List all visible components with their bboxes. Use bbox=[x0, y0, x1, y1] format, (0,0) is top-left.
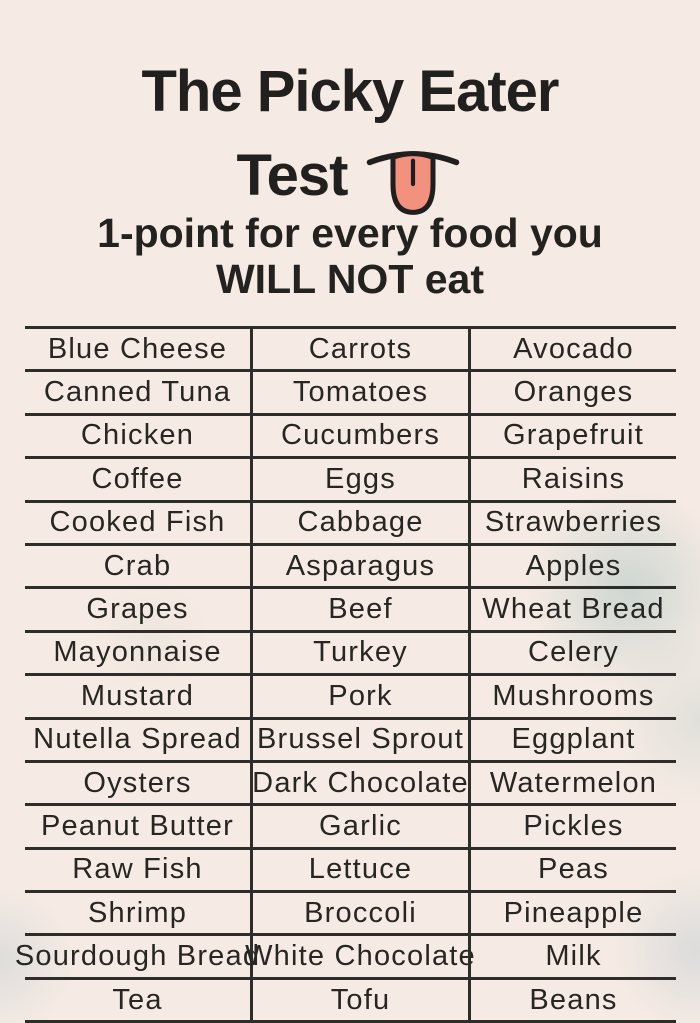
food-cell: Raw Fish bbox=[25, 850, 250, 894]
subtitle-line1: 1-point for every food you bbox=[97, 210, 603, 256]
page-title-line2: Test bbox=[0, 128, 700, 224]
food-cell: Dark Chocolate bbox=[250, 762, 468, 807]
food-cell: Wheat Bread bbox=[468, 589, 676, 633]
food-cell: Coffee bbox=[25, 459, 250, 503]
food-cell: Beef bbox=[250, 589, 468, 633]
food-cell: Crab bbox=[25, 546, 250, 590]
food-cell: Garlic bbox=[250, 806, 468, 850]
food-cell: Strawberries bbox=[468, 502, 676, 546]
food-cell: Nutella Spread bbox=[25, 720, 250, 763]
food-cell: Tofu bbox=[250, 979, 468, 1023]
food-cell: Peanut Butter bbox=[25, 806, 250, 850]
food-cell: Oranges bbox=[468, 372, 676, 416]
page-title-line1: The Picky Eater bbox=[141, 59, 560, 124]
food-cell: Pineapple bbox=[468, 893, 676, 937]
food-cell: Asparagus bbox=[250, 545, 468, 590]
food-cell: Cooked Fish bbox=[25, 503, 250, 546]
food-cell: Chicken bbox=[25, 416, 250, 460]
food-cell: Mushrooms bbox=[468, 676, 676, 720]
food-cell: Lettuce bbox=[250, 849, 468, 894]
food-cell: Milk bbox=[468, 936, 676, 980]
food-cell: Eggplant bbox=[468, 719, 676, 763]
food-cell: Canned Tuna bbox=[25, 372, 250, 416]
food-cell: Peas bbox=[468, 849, 676, 894]
subtitle-line2: WILL NOT eat bbox=[215, 256, 485, 302]
food-cell: Tea bbox=[25, 980, 250, 1023]
food-cell: Cucumbers bbox=[250, 415, 468, 460]
food-cell: Tomatoes bbox=[250, 372, 468, 416]
food-cell: Avocado bbox=[468, 329, 676, 373]
food-cell: Grapefruit bbox=[468, 415, 676, 460]
food-table: Blue Cheese Carrots Avocado Canned Tuna Toma… bbox=[15, 326, 676, 1023]
food-cell: Brussel Sprout bbox=[250, 719, 468, 763]
food-cell: Mustard bbox=[25, 676, 250, 720]
food-cell: Grapes bbox=[25, 589, 250, 633]
food-cell: Beans bbox=[468, 979, 676, 1023]
food-cell: Oysters bbox=[25, 763, 250, 807]
food-cell: Eggs bbox=[250, 459, 468, 503]
food-cell: Pork bbox=[250, 676, 468, 720]
food-cell: White Chocolate bbox=[245, 936, 475, 980]
page-title-word-test: Test bbox=[236, 143, 349, 208]
food-cell: Celery bbox=[468, 632, 676, 677]
food-cell: Broccoli bbox=[250, 893, 468, 937]
food-cell: Blue Cheese bbox=[25, 329, 250, 373]
food-cell: Cabbage bbox=[250, 502, 468, 546]
food-cell: Apples bbox=[468, 545, 676, 590]
tongue-icon bbox=[367, 151, 460, 215]
food-cell: Watermelon bbox=[468, 762, 676, 807]
subtitle: 1-point for every food you WILL NOT eat bbox=[0, 210, 700, 302]
food-cell: Carrots bbox=[250, 329, 468, 373]
food-cell: Shrimp bbox=[25, 893, 250, 937]
food-cell: Raisins bbox=[468, 459, 676, 503]
food-cell: Sourdough Bread bbox=[15, 936, 259, 980]
food-cell: Pickles bbox=[468, 806, 676, 850]
food-cell: Mayonnaise bbox=[25, 633, 250, 677]
food-cell: Turkey bbox=[250, 632, 468, 677]
